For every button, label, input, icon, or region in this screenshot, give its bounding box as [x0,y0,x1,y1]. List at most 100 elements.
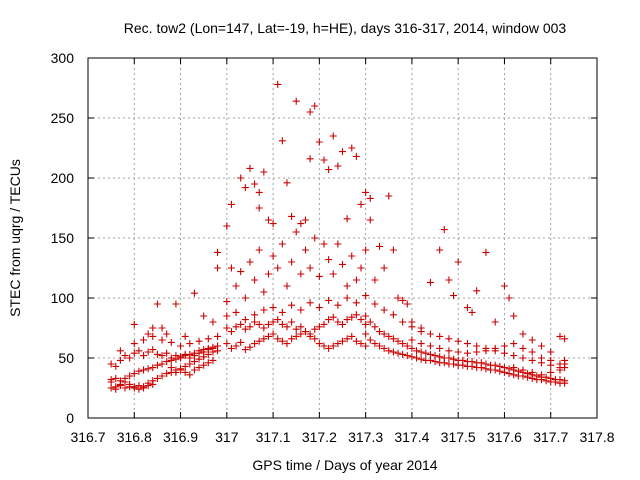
data-point [343,294,351,302]
data-point [408,318,416,326]
data-point [107,384,115,392]
data-point [153,374,161,382]
data-point [190,289,198,297]
data-point [339,148,346,156]
data-point [533,372,541,380]
data-point [297,270,305,278]
data-point [177,366,185,374]
data-point [505,365,513,373]
data-point [459,356,467,364]
data-point [227,328,235,336]
data-point [385,332,393,340]
chart-title: Rec. tow2 (Lon=147, Lat=-19, h=HE), days… [124,20,567,36]
data-point [463,340,471,348]
data-point [524,370,532,378]
data-point [413,347,421,355]
data-point [283,340,291,348]
data-point [561,356,569,364]
x-tick-label: 316.7 [70,429,105,445]
data-point [366,216,374,224]
data-point [463,304,471,312]
data-point [278,308,286,316]
data-point [135,367,143,375]
data-point [181,368,189,376]
data-point [403,300,411,308]
data-point [339,337,346,345]
data-point [454,348,462,356]
data-point [260,324,268,332]
data-point [352,299,360,307]
data-point [311,234,319,242]
data-point [528,336,536,344]
data-point [186,360,194,368]
data-point [357,264,365,272]
data-point [519,344,527,352]
data-point [500,282,508,290]
data-point [514,367,522,375]
data-point [274,335,282,343]
data-point [426,356,434,364]
data-point [130,349,138,357]
data-point [334,340,342,348]
data-point [380,306,388,314]
data-point [325,166,333,174]
data-point [389,311,397,319]
data-point [510,352,518,360]
data-point [306,108,314,116]
data-point [140,352,148,360]
data-point [450,292,458,300]
data-point [269,220,277,228]
data-point [362,292,370,300]
data-point [204,346,212,354]
data-point [357,316,365,324]
data-point [528,356,536,364]
data-point [376,242,384,250]
data-point [325,296,333,304]
data-point [195,355,203,363]
data-point [209,356,217,364]
data-points [107,80,569,393]
data-point [366,194,374,202]
data-point [227,264,235,272]
data-point [505,294,513,302]
x-tick-label: 317.1 [256,429,291,445]
data-point [348,252,356,260]
data-point [269,252,277,260]
data-point [223,324,231,332]
data-point [274,80,282,88]
data-point [181,362,189,370]
data-point [246,343,254,351]
data-point [334,301,342,309]
data-point [130,384,138,392]
data-point [260,168,268,176]
data-point [255,204,263,212]
data-point [130,320,138,328]
data-point [301,246,309,254]
x-tick-label: 317.6 [487,429,522,445]
data-point [468,358,476,366]
data-point [278,320,286,328]
data-point [297,306,305,314]
data-point [237,338,245,346]
data-point [255,320,263,328]
data-point [190,352,198,360]
data-point [283,179,291,187]
data-point [214,264,222,272]
data-point [389,348,397,356]
data-point [140,336,148,344]
data-point [107,360,115,368]
data-point [186,354,194,362]
data-point [325,344,333,352]
data-point [431,358,439,366]
data-point [473,348,481,356]
data-point [426,350,434,358]
data-point [371,276,379,284]
data-point [158,324,166,332]
data-point [190,366,198,374]
data-point [473,342,481,350]
data-point [329,132,337,140]
data-point [269,318,277,326]
data-point [116,347,124,355]
data-point [144,330,152,338]
